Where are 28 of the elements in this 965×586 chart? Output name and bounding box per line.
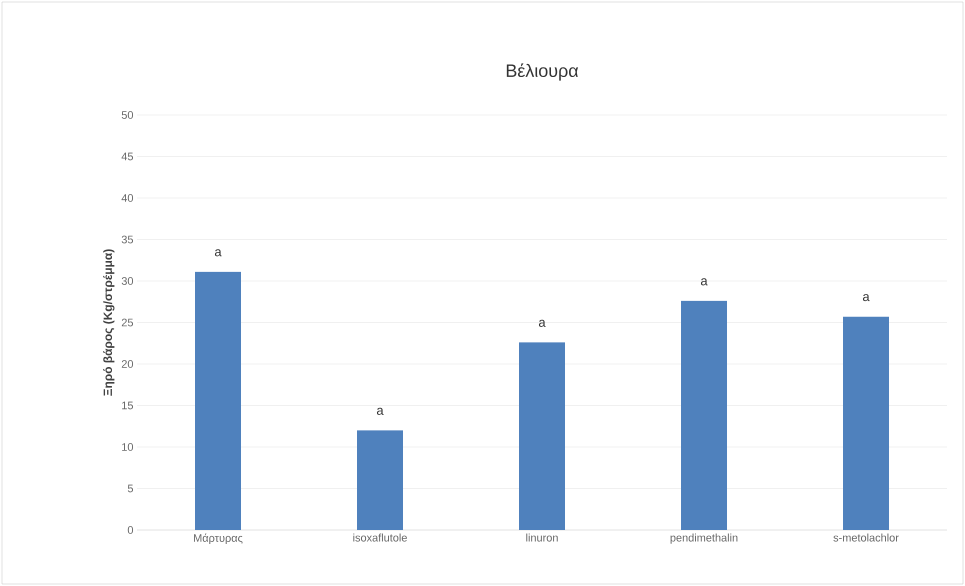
x-tick-label: s-metolachlor xyxy=(833,534,899,542)
bar xyxy=(195,272,242,530)
y-tick-label: 35 xyxy=(122,236,134,244)
y-tick-label: 15 xyxy=(122,402,134,410)
y-tick-label: 5 xyxy=(128,484,134,492)
y-tick-label: 50 xyxy=(122,111,134,119)
annotation: a xyxy=(700,278,708,286)
x-tick-label: Μάρτυρας xyxy=(194,534,243,544)
x-tick-label: pendimethalin xyxy=(670,534,738,544)
y-tick-label: 30 xyxy=(122,277,134,285)
y-tick-label: 20 xyxy=(122,360,134,368)
annotation: a xyxy=(214,249,222,256)
annotation: a xyxy=(538,320,546,327)
y-tick-label: 45 xyxy=(122,152,134,160)
y-tick-label: 25 xyxy=(122,318,134,326)
bar xyxy=(681,300,728,530)
x-tick-label: linuron xyxy=(526,534,558,542)
y-tick-label: 10 xyxy=(122,443,134,451)
x-tick-label: isoxaflutole xyxy=(353,534,407,542)
annotation: a xyxy=(862,294,870,302)
y-tick-label: 40 xyxy=(122,194,134,202)
bar xyxy=(519,342,566,530)
y-tick-label: 0 xyxy=(128,526,134,534)
y-axis-title: Ξηρό βάρος (Kg/στρέμμα) xyxy=(103,249,114,396)
chart-title: Βέλιουρα xyxy=(506,63,578,81)
annotation: a xyxy=(376,408,384,415)
bar xyxy=(357,430,404,530)
bar xyxy=(843,316,890,530)
